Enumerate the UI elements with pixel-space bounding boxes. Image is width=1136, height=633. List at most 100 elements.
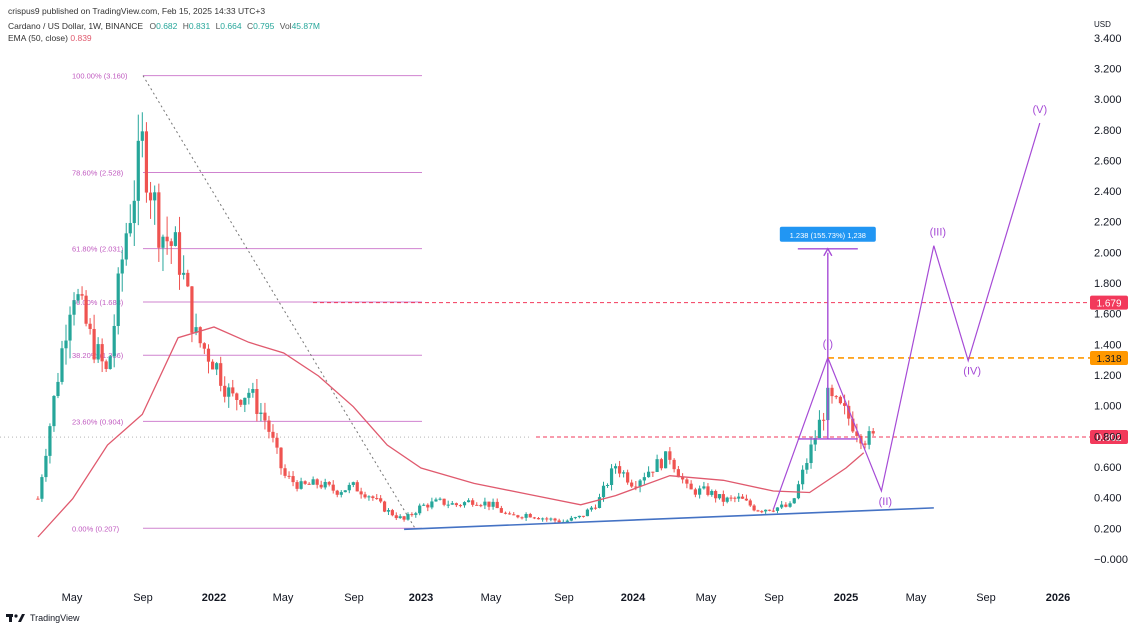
candle-body bbox=[617, 466, 622, 474]
x-tick-label: Sep bbox=[133, 592, 153, 604]
candle-body bbox=[108, 356, 112, 369]
candle-body bbox=[516, 515, 520, 518]
candle-body bbox=[545, 518, 549, 520]
candle-body bbox=[813, 438, 817, 445]
candle-body bbox=[646, 471, 651, 478]
candle-body bbox=[569, 517, 573, 521]
candle-body bbox=[177, 232, 182, 275]
candle-body bbox=[60, 348, 64, 382]
elliott-wave-label: (III) bbox=[930, 227, 947, 239]
candle-body bbox=[251, 388, 255, 393]
candle-body bbox=[148, 192, 153, 201]
ema-legend[interactable]: EMA (50, close) 0.839 bbox=[8, 33, 92, 43]
candle-body bbox=[605, 484, 610, 486]
candle-body bbox=[351, 482, 355, 485]
candle-body bbox=[343, 490, 347, 493]
candle-body bbox=[303, 481, 307, 484]
candle-body bbox=[169, 241, 173, 246]
candle-body bbox=[809, 444, 813, 464]
x-tick-label: May bbox=[906, 592, 927, 604]
candle-body bbox=[767, 509, 772, 511]
price-tag-label: 0.802 bbox=[1096, 433, 1121, 444]
candle-body bbox=[382, 501, 387, 512]
candle-body bbox=[714, 491, 718, 499]
candle-body bbox=[100, 344, 104, 362]
candle-body bbox=[717, 494, 722, 499]
candle-body bbox=[153, 192, 157, 201]
candle-body bbox=[72, 300, 76, 315]
x-tick-label: 2024 bbox=[621, 592, 646, 604]
fib-level-label: 50.00% (1.683) bbox=[72, 298, 124, 307]
candle-body bbox=[255, 388, 259, 414]
published-caption: crispus9 published on TradingView.com, F… bbox=[8, 6, 266, 16]
candle-body bbox=[323, 481, 327, 488]
elliott-wave-path bbox=[772, 122, 1041, 510]
candle-body bbox=[659, 459, 663, 469]
candle-body bbox=[402, 516, 406, 520]
measure-arrowhead bbox=[823, 247, 833, 257]
elliott-wave-label: (IV) bbox=[963, 366, 981, 378]
candle-body bbox=[585, 509, 590, 517]
candle-body bbox=[805, 463, 809, 470]
currency-label: USD bbox=[1094, 20, 1111, 29]
candle-body bbox=[495, 501, 499, 509]
candle-body bbox=[390, 510, 394, 516]
candle-body bbox=[729, 497, 733, 499]
candles-layer bbox=[36, 112, 875, 524]
candle-body bbox=[655, 459, 659, 472]
price-tag bbox=[1090, 295, 1128, 310]
candle-body bbox=[68, 314, 72, 341]
candle-body bbox=[267, 420, 271, 432]
fib-level-label: 23.60% (0.904) bbox=[72, 417, 124, 426]
candle-body bbox=[664, 451, 668, 469]
fib-level-label: 61.80% (2.031) bbox=[72, 245, 124, 254]
ohlc-open: O0.682 bbox=[149, 21, 178, 31]
candle-body bbox=[737, 496, 741, 499]
candle-body bbox=[520, 517, 524, 519]
tradingview-footer[interactable]: TradingView bbox=[6, 613, 80, 623]
ohlc-volume: Vol45.87M bbox=[279, 21, 320, 31]
x-tick-label: 2022 bbox=[202, 592, 226, 604]
candle-body bbox=[838, 396, 843, 404]
candle-body bbox=[394, 515, 398, 519]
ema-value: 0.839 bbox=[70, 33, 92, 43]
ema-label: EMA (50, close) bbox=[8, 33, 68, 43]
candle-body bbox=[80, 294, 84, 296]
candle-body bbox=[512, 514, 516, 516]
candle-body bbox=[410, 514, 414, 516]
candle-body bbox=[549, 518, 553, 520]
candle-body bbox=[112, 325, 116, 357]
candle-body bbox=[96, 344, 100, 360]
candle-body bbox=[120, 259, 124, 274]
candle-body bbox=[541, 518, 545, 520]
measure-badge-label: 1.238 (155.73%) 1,238 bbox=[790, 231, 866, 240]
candle-body bbox=[386, 510, 391, 512]
candle-body bbox=[271, 431, 275, 438]
candle-body bbox=[339, 492, 343, 495]
candle-body bbox=[466, 500, 471, 503]
candle-body bbox=[331, 484, 335, 491]
candle-body bbox=[44, 455, 48, 478]
candle-body bbox=[371, 496, 375, 499]
y-tick-label: 0.600 bbox=[1094, 462, 1122, 474]
candle-body bbox=[124, 233, 128, 260]
candle-body bbox=[206, 348, 211, 362]
candle-body bbox=[128, 223, 132, 234]
candle-body bbox=[144, 131, 149, 193]
candle-body bbox=[40, 477, 44, 499]
candle-body bbox=[710, 491, 714, 495]
candle-body bbox=[132, 200, 136, 224]
candle-body bbox=[721, 494, 725, 502]
symbol-name: Cardano / US Dollar, 1W, BINANCE bbox=[8, 21, 144, 31]
candle-body bbox=[830, 387, 834, 397]
candle-body bbox=[784, 504, 788, 507]
candle-body bbox=[359, 491, 363, 495]
y-tick-label: 2.800 bbox=[1094, 125, 1122, 137]
candle-body bbox=[398, 516, 402, 519]
candle-body bbox=[792, 498, 796, 504]
candle-body bbox=[553, 518, 557, 521]
candle-body bbox=[462, 502, 467, 506]
candle-body bbox=[202, 343, 206, 349]
